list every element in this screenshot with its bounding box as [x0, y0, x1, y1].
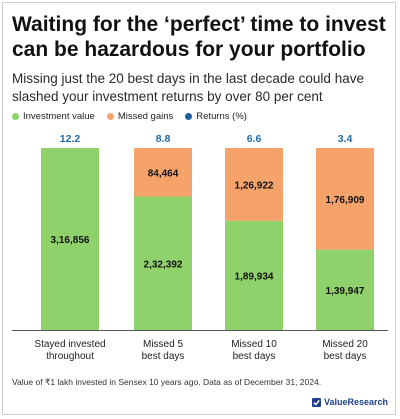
bar-investment-value	[316, 249, 374, 330]
bar-missed-gains	[134, 148, 192, 197]
data-label: 1,89,934	[235, 271, 274, 282]
chart-subtitle: Missing just the 20 best days in the las…	[12, 71, 364, 104]
data-label: 1,26,922	[235, 180, 274, 191]
category-label: Stayed invested	[34, 339, 105, 350]
legend-item-missed-gains: Missed gains	[106, 110, 174, 122]
data-label: 1,39,947	[326, 286, 365, 297]
legend-item-investment-value: Investment value	[12, 111, 95, 122]
bar-missed-gains	[225, 148, 283, 221]
category-label: Missed 10	[231, 339, 277, 350]
legend: Investment value Missed gains Returns (%…	[12, 109, 259, 123]
brand-logo: ValueResearch	[311, 397, 388, 407]
category-label: best days	[142, 351, 185, 362]
chart-frame	[2, 2, 396, 415]
legend-label: Returns (%)	[196, 110, 247, 122]
data-label: 84,464	[148, 168, 179, 179]
legend-swatch	[185, 112, 193, 120]
chart-title: Waiting for the ‘perfect’ time to invest…	[12, 13, 386, 61]
category-label: Missed 5	[143, 339, 183, 350]
returns-label: 8.8	[156, 133, 171, 145]
checkmark-icon	[311, 397, 321, 407]
legend-swatch	[106, 112, 114, 120]
legend-item-returns: Returns (%)	[185, 111, 247, 122]
bar-investment-value	[225, 220, 283, 330]
legend-label: Investment value	[23, 110, 95, 122]
returns-label: 3.4	[338, 133, 353, 145]
brand-name: ValueResearch	[323, 397, 388, 407]
category-label: best days	[324, 351, 367, 362]
returns-label: 12.2	[60, 133, 81, 145]
bar-investment-value	[41, 148, 99, 330]
legend-label: Missed gains	[117, 110, 174, 122]
data-label: 1,76,909	[326, 195, 365, 206]
legend-swatch	[12, 112, 19, 120]
data-label: 2,32,392	[144, 259, 183, 270]
bar-investment-value	[134, 196, 192, 330]
footnote: Value of ₹1 lakh invested in Sensex 10 y…	[12, 377, 322, 387]
category-label: Missed 20	[322, 339, 368, 350]
category-label: best days	[233, 351, 276, 362]
bar-missed-gains	[316, 148, 374, 250]
data-label: 3,16,856	[51, 235, 90, 246]
returns-label: 6.6	[247, 133, 262, 145]
category-label: throughout	[46, 351, 94, 362]
